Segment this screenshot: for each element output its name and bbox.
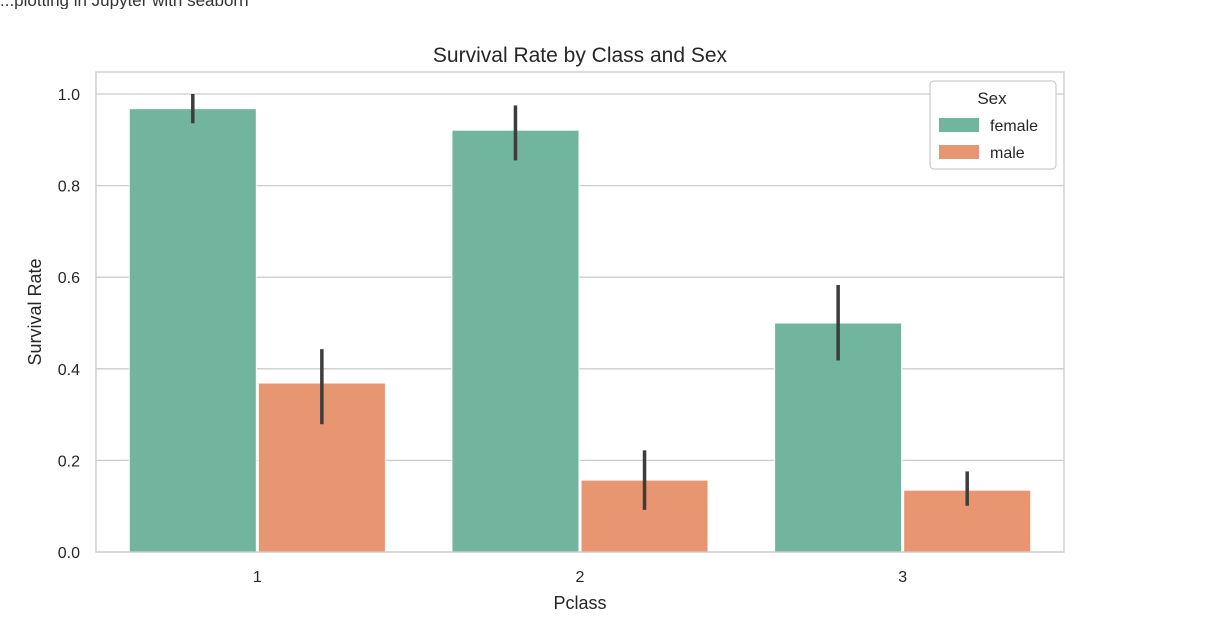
x-axis-ticks: 1 2 3 — [253, 569, 907, 586]
y-tick-label: 0.8 — [58, 179, 80, 196]
x-tick-label: 2 — [576, 569, 585, 586]
legend: Sex female male — [929, 80, 1057, 170]
y-tick-label: 0.0 — [58, 545, 80, 562]
legend-label-male: male — [990, 145, 1025, 162]
bar-female-1 — [128, 108, 257, 553]
x-tick-label: 1 — [253, 569, 262, 586]
plot-area — [96, 72, 1064, 552]
bars-group — [128, 108, 1032, 553]
y-tick-label: 1.0 — [58, 87, 80, 104]
y-axis-ticks: 0.0 0.2 0.4 0.6 0.8 1.0 — [58, 87, 80, 562]
y-tick-label: 0.6 — [58, 270, 80, 287]
chart-title: Survival Rate by Class and Sex — [433, 44, 728, 67]
legend-swatch-female — [939, 118, 979, 132]
legend-title: Sex — [977, 89, 1007, 108]
x-axis-label: Pclass — [553, 593, 606, 613]
y-tick-label: 0.2 — [58, 453, 80, 470]
bar-female-2 — [451, 129, 580, 553]
legend-label-female: female — [990, 118, 1038, 135]
plot-frame — [95, 71, 1065, 553]
top-note-text: ...plotting in Jupyter with seaborn — [0, 0, 1207, 9]
y-tick-label: 0.4 — [58, 362, 80, 379]
legend-swatch-male — [939, 145, 979, 159]
x-tick-label: 3 — [898, 569, 907, 586]
y-axis-label: Survival Rate — [25, 258, 45, 365]
error-bars-group — [191, 94, 969, 510]
